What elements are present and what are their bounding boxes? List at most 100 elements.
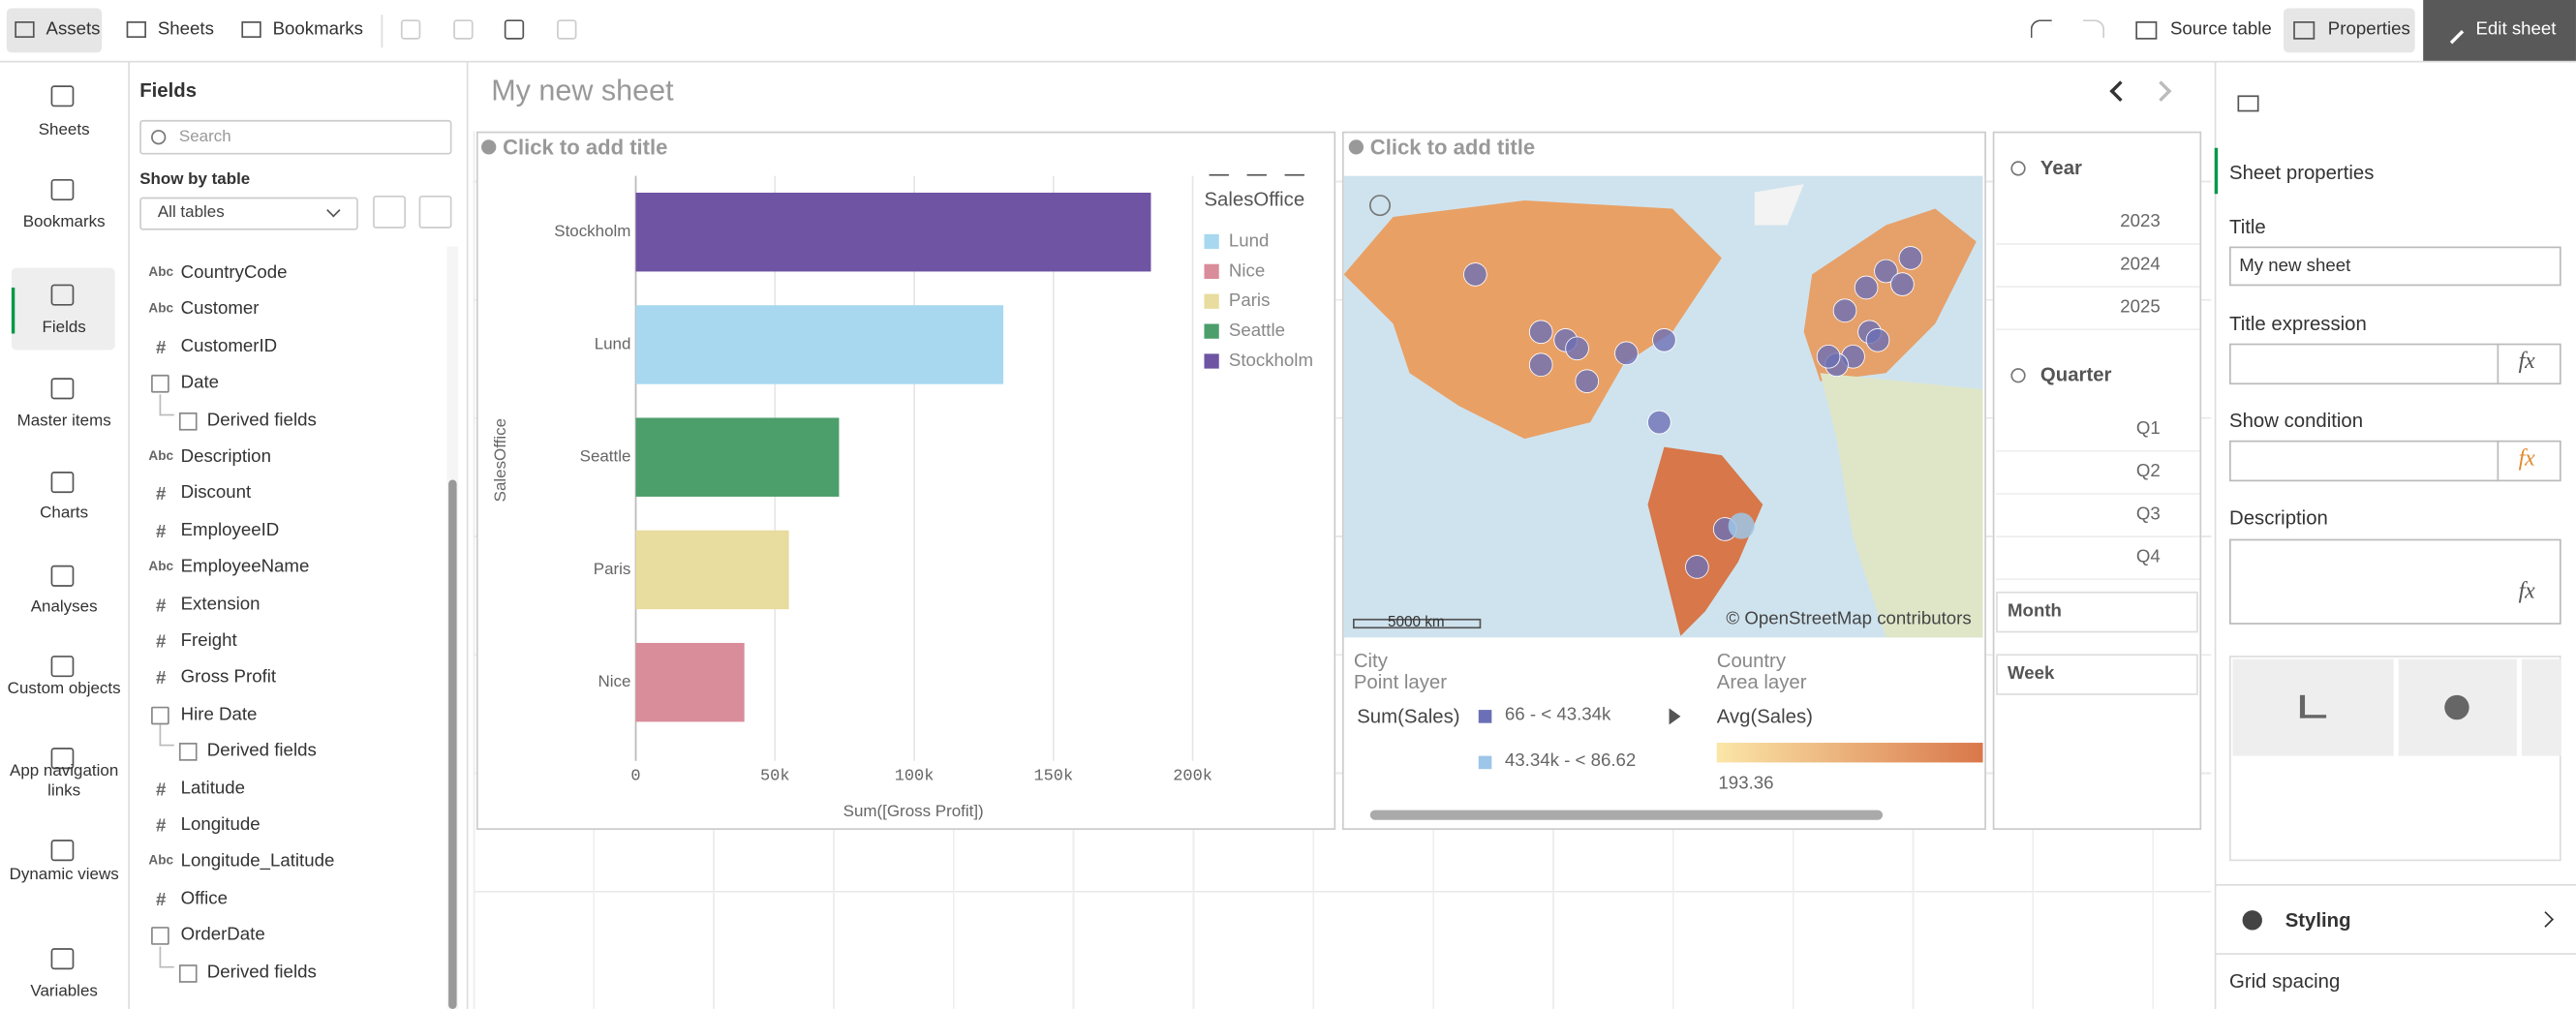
nav-label[interactable]: Analyses (30, 597, 98, 617)
field-name[interactable]: EmployeeID (180, 520, 280, 540)
text-input[interactable] (2229, 440, 2561, 482)
undo[interactable] (2030, 19, 2052, 39)
city-point (1685, 555, 1709, 579)
nav-label[interactable]: Charts (40, 504, 89, 523)
field-name[interactable]: Freight (180, 630, 237, 652)
field-name[interactable]: Customer (180, 299, 260, 320)
field-name[interactable]: Gross Profit (180, 667, 277, 688)
search-box[interactable]: Search (139, 119, 452, 155)
add-title[interactable]: Click to add title (503, 135, 668, 160)
field-type: # (156, 596, 167, 616)
filter-row[interactable] (1996, 288, 2200, 331)
toolbar-button[interactable]: Assets (6, 8, 103, 53)
filter-title[interactable]: Quarter (2039, 363, 2112, 386)
field-name[interactable]: Longitude (180, 814, 261, 836)
toolbar-button[interactable]: Bookmarks (233, 8, 368, 52)
panel-button[interactable] (418, 195, 452, 229)
chevron (326, 203, 341, 218)
field-name[interactable]: Extension (180, 594, 261, 614)
add-title[interactable]: Click to add title (1369, 135, 1536, 160)
filter-title[interactable]: Year (2039, 156, 2082, 179)
field-name[interactable]: CountryCode (180, 262, 288, 283)
source-table-button[interactable]: Source table (2130, 8, 2278, 52)
y-tick-label: Stockholm (554, 222, 630, 240)
panel-button[interactable] (373, 195, 407, 229)
filter-row[interactable] (1996, 410, 2200, 452)
filter-box[interactable] (1996, 654, 2198, 695)
filter-row[interactable] (1996, 452, 2200, 495)
legend-label: Lund (1229, 229, 1270, 250)
edit-sheet-button[interactable]: Edit sheet (2423, 0, 2576, 61)
field-name[interactable]: Office (180, 888, 229, 909)
styling-title[interactable]: Styling (2285, 908, 2351, 933)
nav-icon[interactable] (50, 85, 75, 107)
land (1343, 200, 1722, 440)
textarea[interactable] (2229, 538, 2561, 625)
field-name[interactable]: EmployeeName (180, 557, 310, 577)
legend-swatch (1204, 293, 1219, 309)
field-name[interactable]: OrderDate (180, 925, 265, 946)
derived-name[interactable]: Derived fields (206, 741, 317, 762)
styling-icon (2242, 910, 2262, 931)
fx-button[interactable]: fx (2518, 446, 2535, 473)
edit-icon[interactable] (504, 19, 525, 40)
fx-button[interactable]: fx (2518, 580, 2535, 605)
edit-icon[interactable] (557, 19, 577, 40)
nav-icon[interactable] (50, 472, 75, 494)
nav-icon[interactable] (50, 948, 75, 970)
nav-label[interactable]: App navigation links (10, 762, 119, 801)
bar (635, 642, 745, 722)
derived-name[interactable]: Derived fields (206, 962, 317, 983)
filter-row[interactable] (1996, 537, 2200, 581)
filter-box[interactable] (1996, 591, 2198, 633)
legend-next[interactable] (1669, 708, 1681, 725)
nav-label[interactable]: Custom objects (7, 680, 121, 699)
nav-label[interactable]: Fields (42, 319, 86, 337)
field-name[interactable]: Latitude (180, 778, 246, 799)
divider (2216, 953, 2576, 955)
nav-label[interactable]: Variables (30, 982, 98, 1001)
filter-row[interactable] (1996, 202, 2200, 245)
nav-icon[interactable] (50, 378, 75, 400)
field-name[interactable]: CustomerID (180, 336, 278, 356)
chart-tool[interactable] (1209, 155, 1229, 176)
field-name[interactable]: Date (180, 373, 220, 393)
thumbnail[interactable] (2232, 658, 2394, 756)
properties-button[interactable]: Properties (2283, 8, 2415, 53)
chart-tool[interactable] (1284, 155, 1304, 176)
label: Sheets (157, 19, 214, 40)
bar-chart: 0 50k 100k 150k 200k Stockholm Lund Seattle Pari… (491, 175, 1313, 820)
nav-icon[interactable] (50, 284, 75, 306)
field-name[interactable]: Hire Date (180, 704, 258, 725)
input-value: My new sheet (2239, 256, 2351, 277)
nav-label[interactable]: Sheets (38, 121, 90, 140)
thumbnail[interactable] (2521, 658, 2561, 756)
filter-row[interactable] (1996, 245, 2200, 288)
redo[interactable] (2083, 19, 2105, 39)
field-name[interactable]: Longitude_Latitude (180, 851, 335, 872)
nav-selected-bar (11, 287, 15, 334)
derived-name[interactable]: Derived fields (206, 410, 317, 430)
nav-icon[interactable] (50, 840, 75, 862)
legend-label: Seattle (1229, 320, 1285, 340)
toolbar-button[interactable]: Sheets (118, 8, 217, 52)
legend-text: Sum(Sales) (1357, 705, 1460, 728)
nav-icon[interactable] (50, 178, 75, 201)
chart-tool[interactable] (1246, 155, 1267, 176)
field-name[interactable]: Description (180, 446, 271, 467)
nav-label[interactable]: Dynamic views (9, 866, 119, 884)
edit-icon[interactable] (453, 19, 474, 40)
nav-icon[interactable] (50, 565, 75, 587)
edit-icon[interactable] (400, 19, 421, 40)
table-select[interactable]: All tables (139, 197, 358, 230)
nav-icon[interactable] (50, 748, 75, 770)
nav-label[interactable]: Master items (16, 412, 111, 431)
filter-row[interactable] (1996, 495, 2200, 537)
fx-button[interactable]: fx (2518, 350, 2535, 375)
text-input[interactable] (2229, 343, 2561, 385)
nav-label[interactable]: Bookmarks (22, 213, 106, 232)
nav-icon[interactable] (50, 656, 75, 678)
text-input[interactable]: My new sheet (2229, 246, 2561, 287)
field-name[interactable]: Discount (180, 483, 252, 504)
